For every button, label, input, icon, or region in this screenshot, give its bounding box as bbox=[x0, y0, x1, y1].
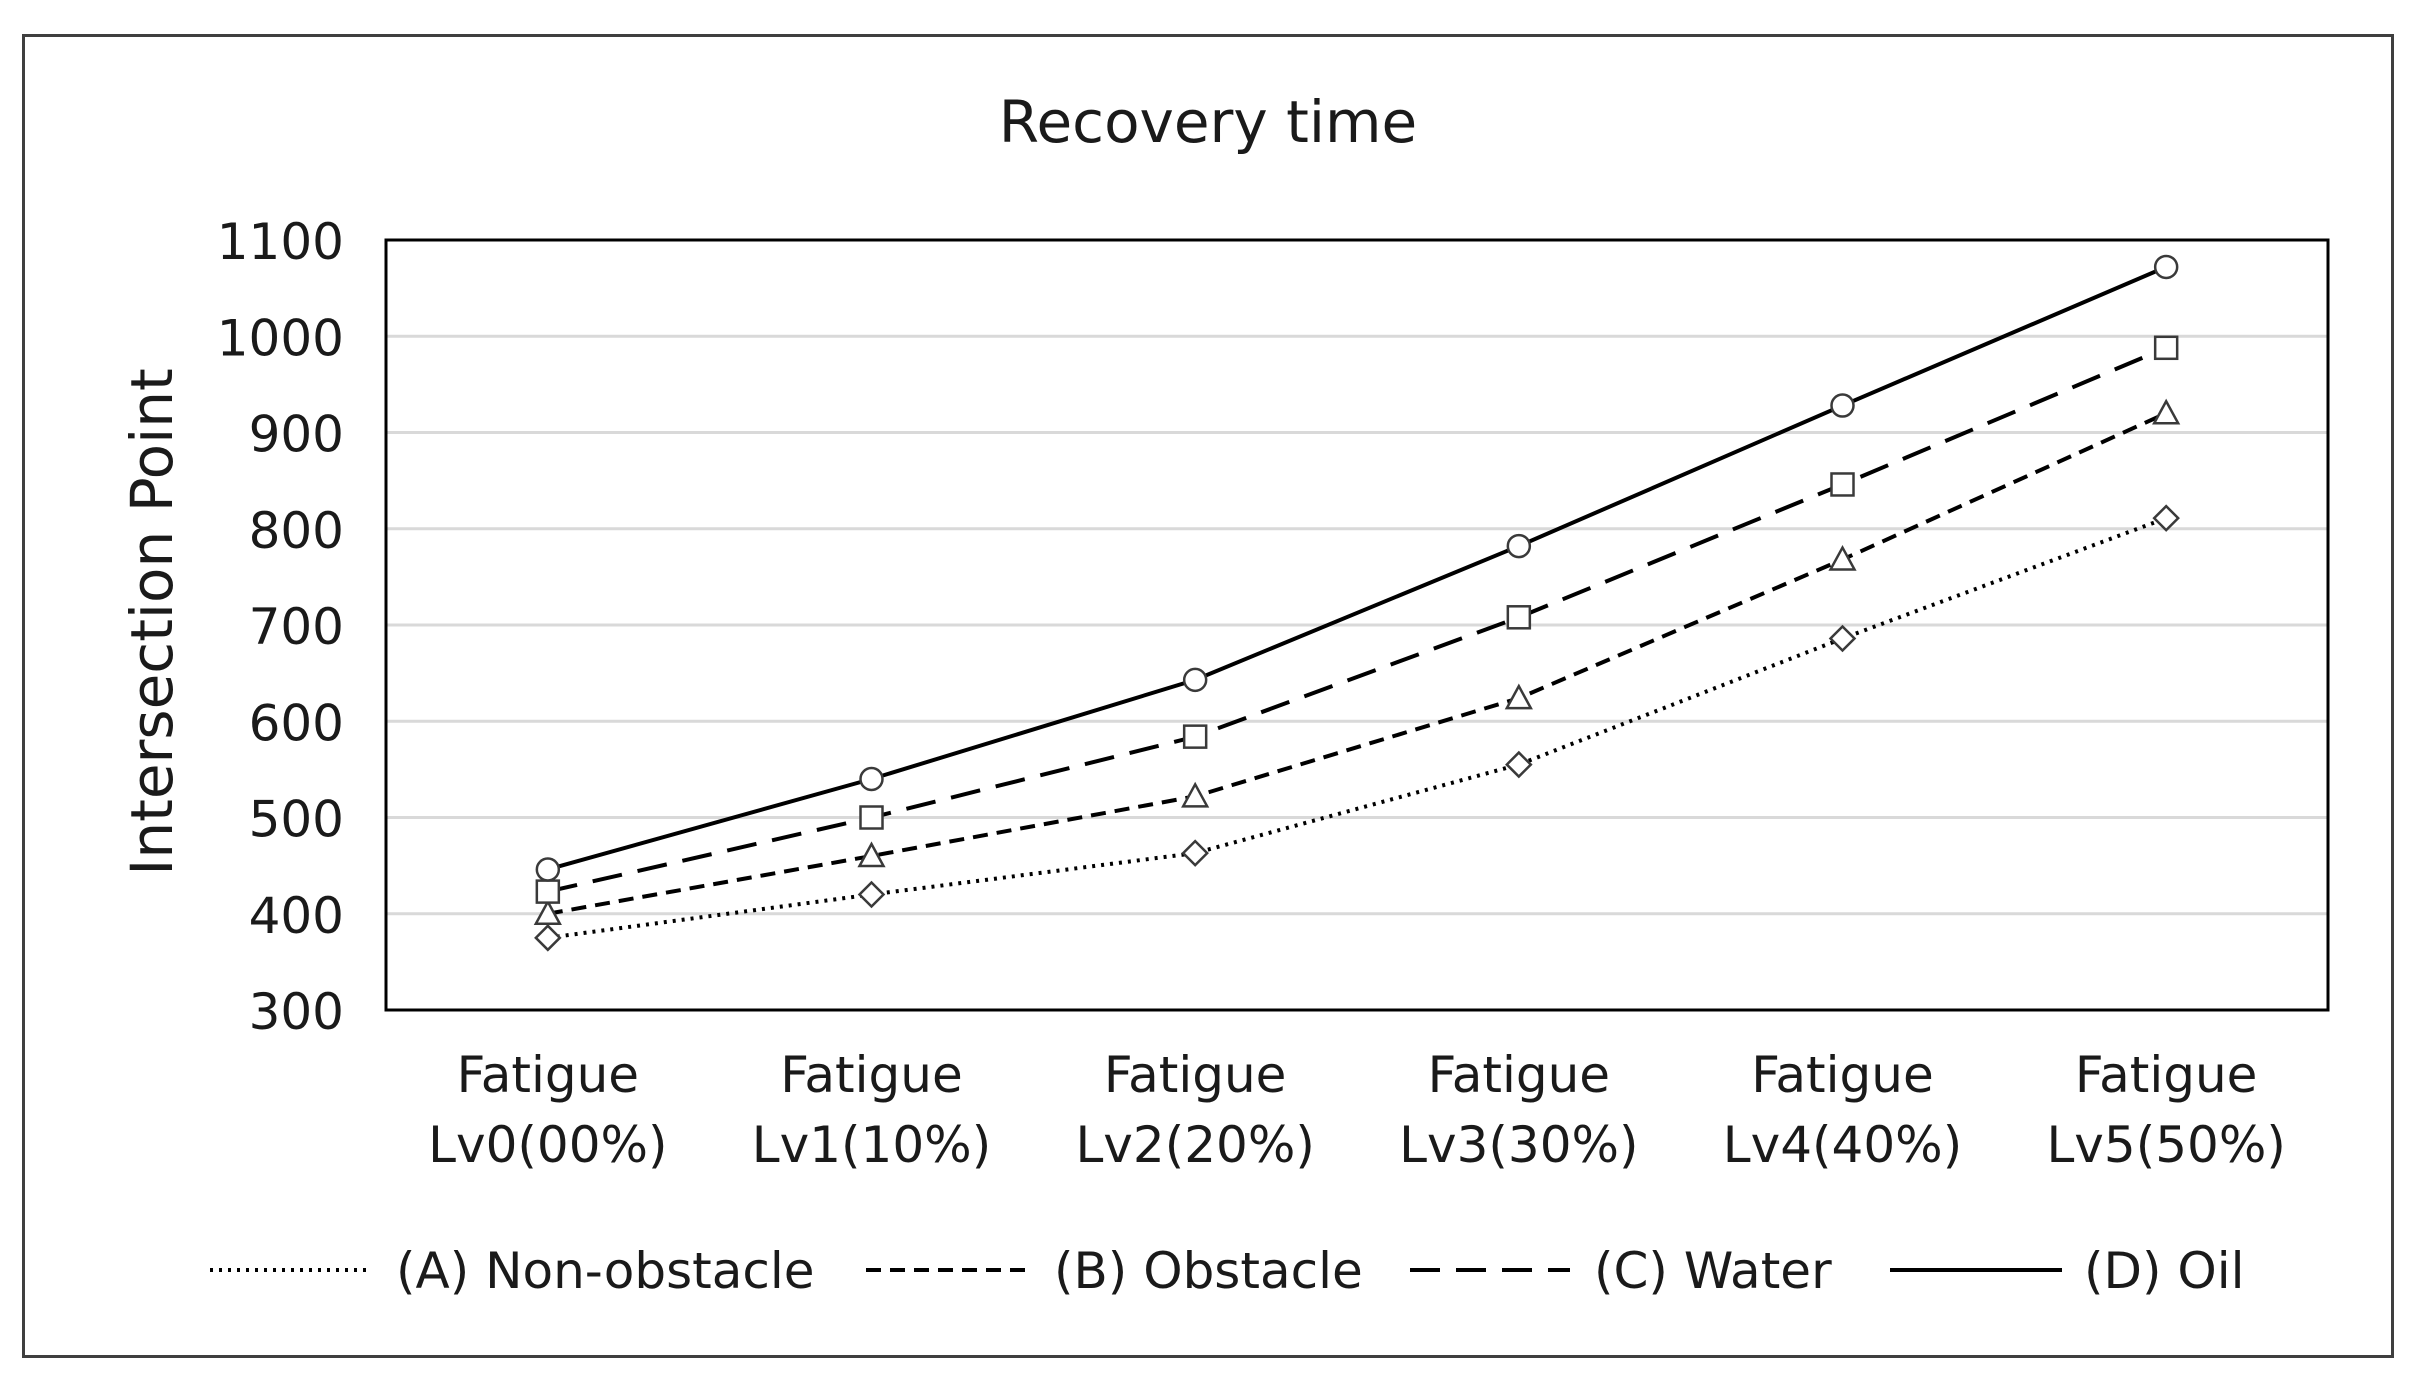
data-point-square bbox=[535, 879, 561, 904]
data-point-triangle bbox=[1504, 683, 1533, 710]
x-tick-label: Fatigue Lv4(40%) bbox=[1723, 1046, 1962, 1174]
x-tick-label-line: Fatigue bbox=[1751, 1046, 1934, 1104]
x-tick-label: Fatigue Lv5(50%) bbox=[2046, 1046, 2285, 1174]
legend-item: (C) Water bbox=[1410, 1242, 1832, 1300]
chart-frame bbox=[22, 34, 2394, 1358]
x-tick-label-line: Fatigue bbox=[1104, 1046, 1287, 1104]
data-point-triangle bbox=[533, 899, 562, 925]
plot-area-border bbox=[384, 238, 2330, 1012]
series-line bbox=[547, 265, 2167, 872]
legend-label: (A) Non-obstacle bbox=[396, 1242, 815, 1300]
x-tick-label-line: Lv5(50%) bbox=[2046, 1116, 2285, 1174]
data-point-square bbox=[2153, 335, 2179, 361]
x-tick-label: Fatigue Lv1(10%) bbox=[752, 1046, 991, 1174]
series-line bbox=[547, 516, 2167, 940]
x-tick-label-line: Lv1(10%) bbox=[752, 1116, 991, 1174]
legend-label: (B) Obstacle bbox=[1054, 1242, 1363, 1300]
x-tick-label: Fatigue Lv0(00%) bbox=[428, 1046, 667, 1174]
series-line bbox=[547, 345, 2167, 894]
legend-item: (B) Obstacle bbox=[866, 1242, 1363, 1300]
x-tick-label: Fatigue Lv2(20%) bbox=[1075, 1046, 1314, 1174]
grid-lines bbox=[386, 238, 2328, 1012]
x-tick-label-line: Fatigue bbox=[1428, 1046, 1611, 1104]
y-axis-label: Intersection Point bbox=[118, 368, 186, 875]
series-circle bbox=[535, 254, 2179, 882]
data-point-diamond bbox=[534, 924, 562, 952]
x-tick-label-line: Lv2(20%) bbox=[1075, 1116, 1314, 1174]
y-tick-labels: 300 400 500 600 700 800 900 1000 1100 bbox=[217, 213, 344, 1041]
data-point-circle bbox=[1182, 667, 1208, 693]
y-tick-label: 1000 bbox=[217, 309, 344, 367]
legend-label: (C) Water bbox=[1594, 1242, 1832, 1300]
series-group bbox=[533, 254, 2181, 952]
data-point-circle bbox=[1830, 393, 1855, 418]
data-point-square bbox=[859, 805, 884, 830]
y-tick-label: 800 bbox=[249, 502, 344, 560]
data-point-square bbox=[1506, 605, 1532, 630]
y-tick-label: 600 bbox=[249, 694, 344, 752]
x-tick-label: Fatigue Lv3(30%) bbox=[1399, 1046, 1638, 1174]
data-point-diamond bbox=[2152, 504, 2180, 532]
series-triangle bbox=[533, 398, 2181, 925]
y-tick-label: 500 bbox=[249, 791, 344, 849]
x-tick-label-line: Fatigue bbox=[2075, 1046, 2258, 1104]
data-point-diamond bbox=[1181, 839, 1209, 867]
data-point-square bbox=[1182, 724, 1208, 749]
data-point-circle bbox=[2153, 254, 2179, 280]
data-point-circle bbox=[1506, 533, 1532, 559]
legend-item: (D) Oil bbox=[1890, 1242, 2245, 1300]
legend-item: (A) Non-obstacle bbox=[210, 1242, 815, 1300]
data-point-triangle bbox=[1181, 781, 1210, 808]
data-point-square bbox=[1830, 472, 1855, 497]
data-point-triangle bbox=[1828, 544, 1857, 571]
data-point-diamond bbox=[1828, 624, 1857, 653]
data-point-circle bbox=[859, 766, 884, 792]
data-point-circle bbox=[535, 857, 561, 882]
x-tick-labels: Fatigue Lv0(00%) Fatigue Lv1(10%) Fatigue Lv2… bbox=[428, 1046, 2286, 1174]
legend-label: (D) Oil bbox=[2084, 1242, 2245, 1300]
x-tick-label-line: Lv3(30%) bbox=[1399, 1116, 1638, 1174]
series-line bbox=[547, 411, 2167, 916]
legend: (A) Non-obstacle (B) Obstacle (C) Water (D)… bbox=[210, 1242, 2245, 1300]
data-point-diamond bbox=[1505, 750, 1533, 779]
x-tick-label-line: Lv4(40%) bbox=[1723, 1116, 1962, 1174]
y-tick-label: 400 bbox=[249, 887, 344, 945]
chart-title: Recovery time bbox=[999, 88, 1417, 156]
y-tick-label: 1100 bbox=[217, 213, 344, 271]
series-diamond bbox=[534, 504, 2180, 952]
x-tick-label-line: Lv0(00%) bbox=[428, 1116, 667, 1174]
x-tick-label-line: Fatigue bbox=[780, 1046, 963, 1104]
y-tick-label: 700 bbox=[249, 598, 344, 656]
data-point-diamond bbox=[857, 880, 886, 909]
data-point-triangle bbox=[2152, 398, 2181, 425]
x-tick-label-line: Fatigue bbox=[457, 1046, 640, 1104]
y-tick-label: 900 bbox=[249, 406, 344, 464]
y-tick-label: 300 bbox=[249, 983, 344, 1041]
series-square bbox=[535, 335, 2179, 904]
data-point-triangle bbox=[857, 841, 886, 868]
